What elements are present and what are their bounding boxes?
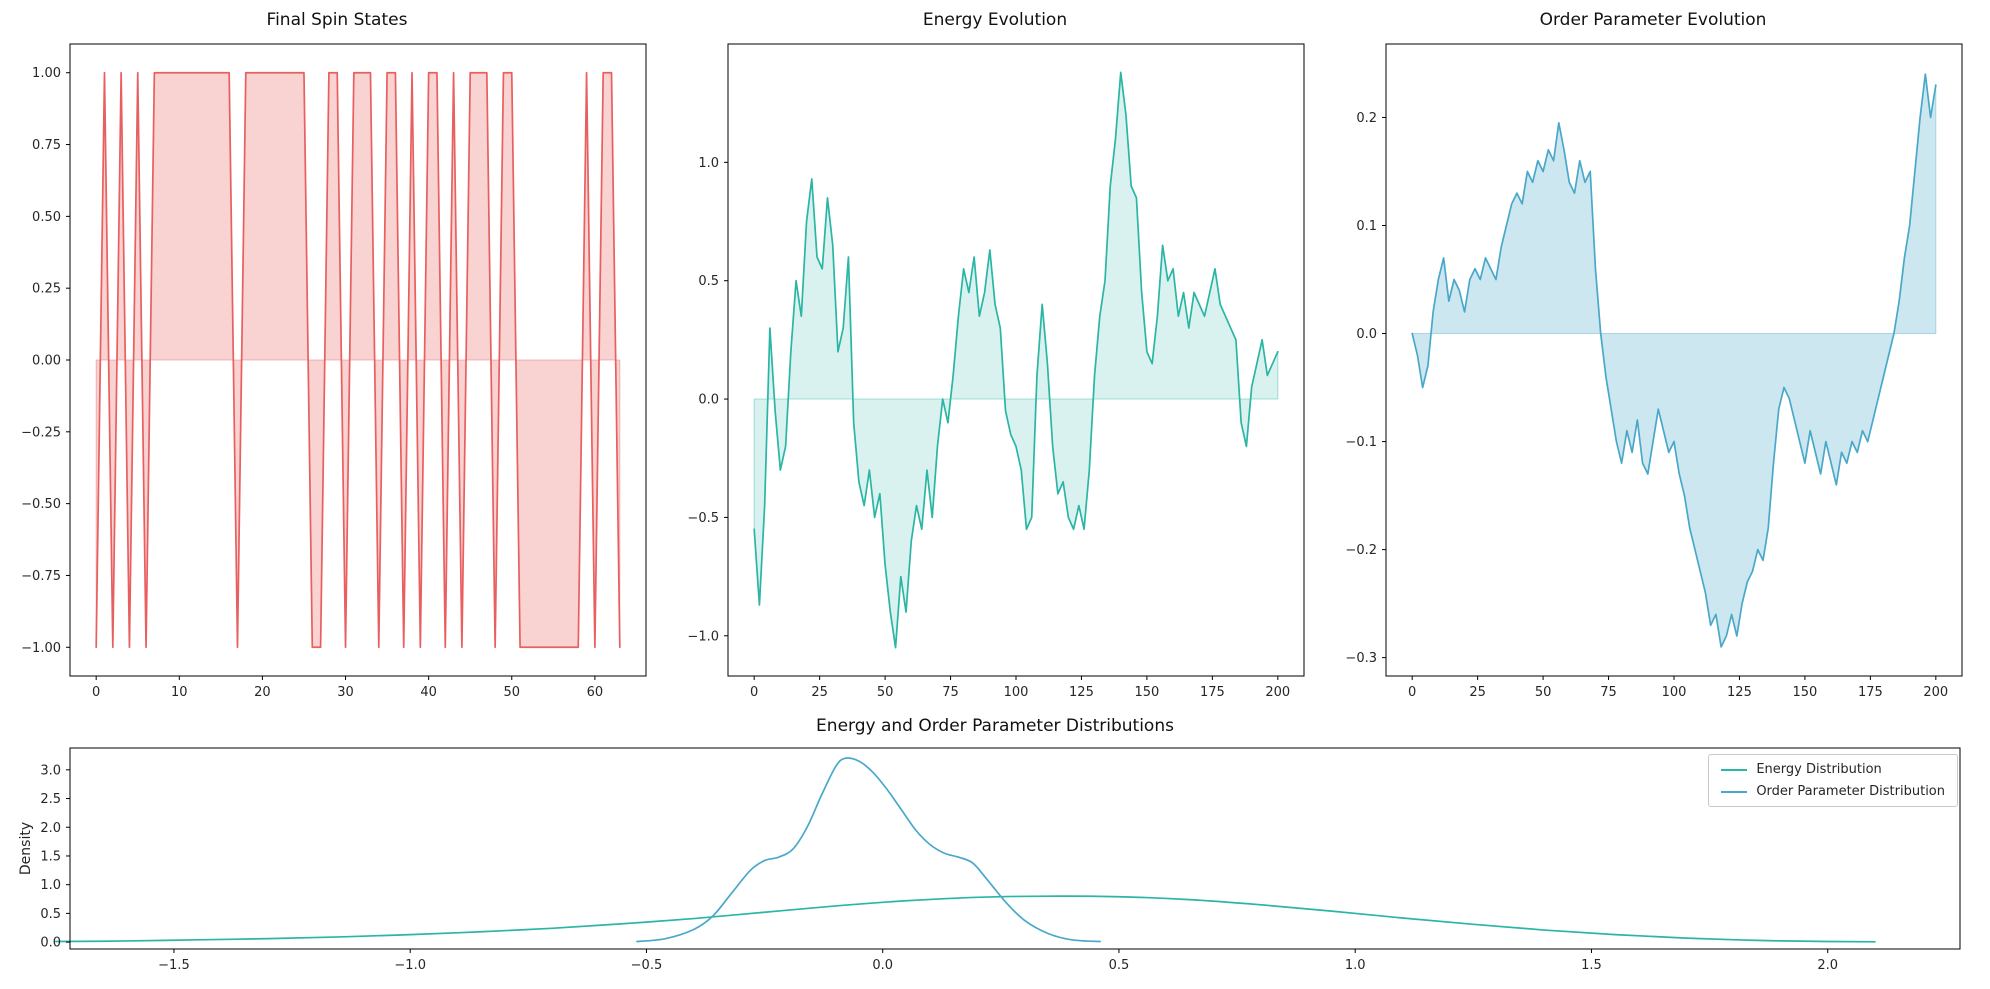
svg-text:−1.0: −1.0 xyxy=(687,629,719,644)
svg-text:200: 200 xyxy=(1923,685,1948,700)
svg-text:0.5: 0.5 xyxy=(40,907,61,922)
svg-text:0: 0 xyxy=(1408,685,1416,700)
svg-text:2.0: 2.0 xyxy=(40,821,61,836)
svg-text:−0.3: −0.3 xyxy=(1345,651,1377,666)
svg-text:0.0: 0.0 xyxy=(698,393,719,408)
spin-states-chart: Final Spin States 0 10 20 30 40 50 60 1.00 0.75 0… xyxy=(14,6,660,710)
svg-text:0.00: 0.00 xyxy=(32,354,61,369)
svg-text:25: 25 xyxy=(811,685,828,700)
svg-text:−1.00: −1.00 xyxy=(21,641,61,656)
svg-text:75: 75 xyxy=(942,685,959,700)
svg-text:1.0: 1.0 xyxy=(1345,958,1366,973)
spin-states-plot-area: 0 10 20 30 40 50 60 1.00 0.75 0.50 0.25 0.00 −0.25 −0… xyxy=(14,34,660,710)
svg-text:3.0: 3.0 xyxy=(40,763,61,778)
order-parameter-plot: 0 25 50 75 100 125 150 175 200 0.2 0.1 0.0 −0.1 −0.2 −… xyxy=(1345,43,1963,700)
svg-text:0.1: 0.1 xyxy=(1356,219,1377,234)
svg-text:−0.2: −0.2 xyxy=(1345,543,1377,558)
svg-text:1.00: 1.00 xyxy=(32,66,61,81)
svg-text:175: 175 xyxy=(1858,685,1883,700)
distributions-chart: Energy and Order Parameter Distributions… xyxy=(14,712,1976,983)
svg-text:2.5: 2.5 xyxy=(40,792,61,807)
svg-text:200: 200 xyxy=(1265,685,1290,700)
svg-text:1.5: 1.5 xyxy=(1581,958,1602,973)
svg-text:50: 50 xyxy=(877,685,894,700)
legend-item-order: Order Parameter Distribution xyxy=(1721,784,1945,799)
svg-text:25: 25 xyxy=(1469,685,1486,700)
energy-evolution-plot: 0 25 50 75 100 125 150 175 200 1.0 0.5 0.0 −0.5 −1.0 xyxy=(687,43,1305,700)
order-parameter-plot-area: 0 25 50 75 100 125 150 175 200 0.2 0.1 0.0 −0.1 −0.2 −… xyxy=(1330,34,1976,710)
svg-text:0.5: 0.5 xyxy=(698,274,719,289)
energy-evolution-title: Energy Evolution xyxy=(922,10,1068,30)
order-parameter-chart: Order Parameter Evolution 0 25 50 75 100 125 1… xyxy=(1330,6,1976,710)
svg-text:0.2: 0.2 xyxy=(1356,111,1377,126)
svg-text:0.0: 0.0 xyxy=(872,958,893,973)
legend-item-energy: Energy Distribution xyxy=(1721,762,1945,777)
svg-text:−1.0: −1.0 xyxy=(394,958,426,973)
distributions-plot: −1.5 −1.0 −0.5 0.0 0.5 1.0 1.5 2.0 0.0 0.5 1.0 1.5 2… xyxy=(18,747,1961,973)
svg-text:60: 60 xyxy=(587,685,604,700)
order-parameter-distribution-label: Order Parameter Distribution xyxy=(1756,784,1945,799)
svg-text:100: 100 xyxy=(1662,685,1687,700)
svg-text:Density: Density xyxy=(18,822,34,875)
svg-text:1.5: 1.5 xyxy=(40,849,61,864)
svg-text:−0.75: −0.75 xyxy=(21,569,61,584)
spin-states-plot: 0 10 20 30 40 50 60 1.00 0.75 0.50 0.25 0.00 −0.25 −0… xyxy=(21,43,647,700)
top-row: Final Spin States 0 10 20 30 40 50 60 1.00 0.75 0… xyxy=(14,6,1976,710)
svg-text:125: 125 xyxy=(1727,685,1752,700)
svg-text:0: 0 xyxy=(750,685,758,700)
energy-evolution-plot-area: 0 25 50 75 100 125 150 175 200 1.0 0.5 0.0 −0.5 −1.0 xyxy=(672,34,1318,710)
energy-evolution-chart: Energy Evolution 0 25 50 75 100 125 150 175 200 1… xyxy=(672,6,1318,710)
order-parameter-distribution-line-swatch xyxy=(1721,790,1748,793)
svg-text:75: 75 xyxy=(1600,685,1617,700)
svg-text:2.0: 2.0 xyxy=(1817,958,1838,973)
svg-text:50: 50 xyxy=(503,685,520,700)
energy-distribution-line-swatch xyxy=(1721,768,1748,771)
svg-text:−0.25: −0.25 xyxy=(21,425,61,440)
svg-text:40: 40 xyxy=(420,685,437,700)
svg-text:100: 100 xyxy=(1004,685,1029,700)
svg-text:1.0: 1.0 xyxy=(40,878,61,893)
svg-text:50: 50 xyxy=(1535,685,1552,700)
svg-text:−0.5: −0.5 xyxy=(631,958,663,973)
distributions-plot-area: −1.5 −1.0 −0.5 0.0 0.5 1.0 1.5 2.0 0.0 0.5 1.0 1.5 2… xyxy=(14,740,1976,983)
svg-text:−0.50: −0.50 xyxy=(21,497,61,512)
svg-text:30: 30 xyxy=(337,685,354,700)
svg-text:10: 10 xyxy=(171,685,188,700)
svg-text:0.25: 0.25 xyxy=(32,282,61,297)
order-parameter-title: Order Parameter Evolution xyxy=(1539,10,1767,30)
legend: Energy Distribution Order Parameter Dist… xyxy=(1708,754,1958,807)
energy-distribution-label: Energy Distribution xyxy=(1756,762,1882,777)
svg-text:−0.5: −0.5 xyxy=(687,511,719,526)
svg-text:150: 150 xyxy=(1792,685,1817,700)
distributions-title: Energy and Order Parameter Distributions xyxy=(816,716,1174,736)
svg-text:175: 175 xyxy=(1200,685,1225,700)
svg-text:0.5: 0.5 xyxy=(1109,958,1130,973)
svg-text:1.0: 1.0 xyxy=(698,156,719,171)
svg-text:150: 150 xyxy=(1134,685,1159,700)
svg-text:0.0: 0.0 xyxy=(1356,327,1377,342)
svg-text:0.50: 0.50 xyxy=(32,210,61,225)
svg-text:−1.5: −1.5 xyxy=(158,958,190,973)
svg-text:125: 125 xyxy=(1069,685,1094,700)
svg-text:−0.1: −0.1 xyxy=(1345,435,1377,450)
svg-text:0.75: 0.75 xyxy=(32,138,61,153)
svg-text:0.0: 0.0 xyxy=(40,936,61,951)
svg-text:20: 20 xyxy=(254,685,271,700)
svg-text:0: 0 xyxy=(92,685,100,700)
spin-states-title: Final Spin States xyxy=(266,10,408,30)
